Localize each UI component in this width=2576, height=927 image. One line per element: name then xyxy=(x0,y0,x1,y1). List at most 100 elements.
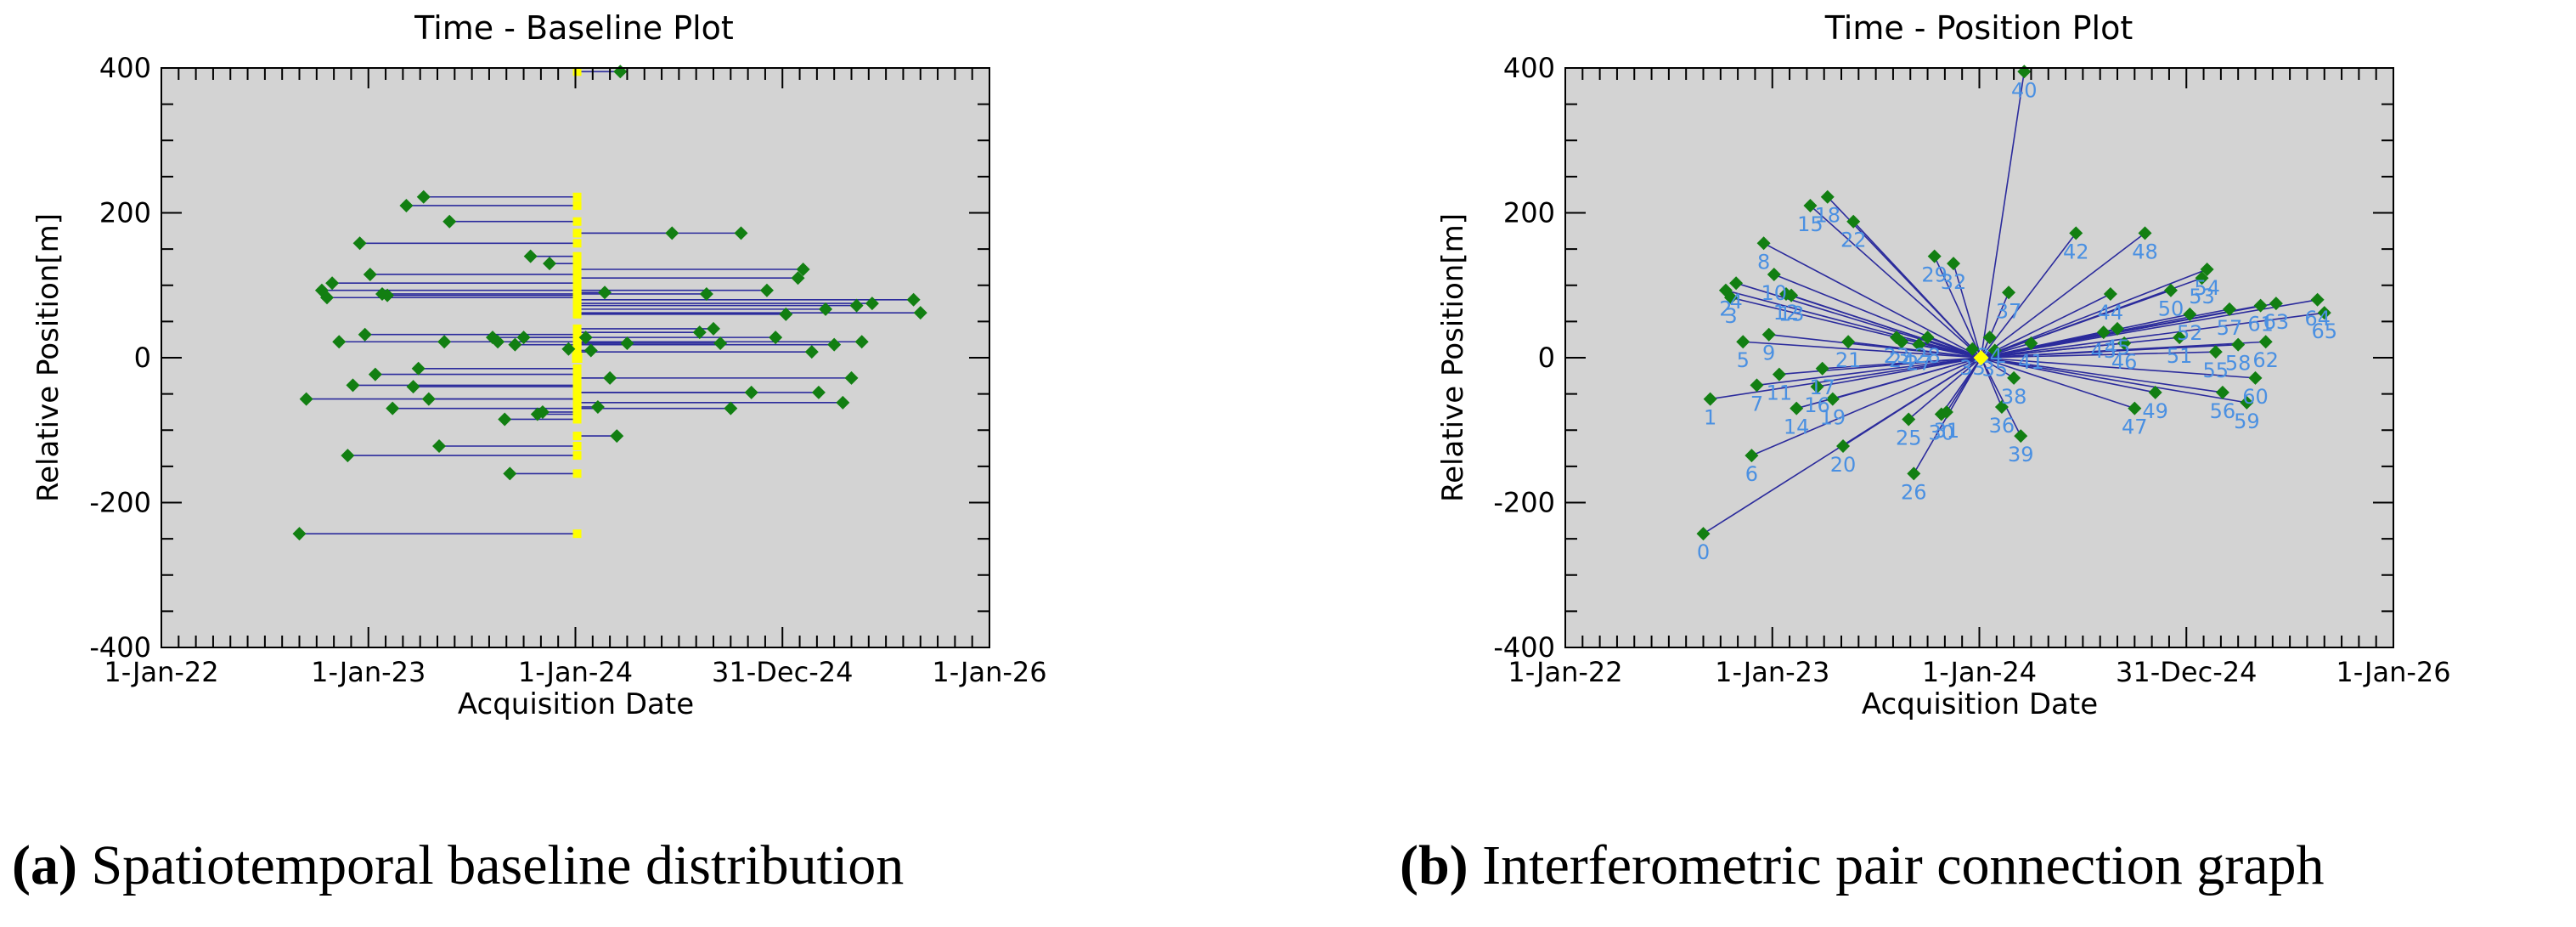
b-x-tick-label: 1-Jan-22 xyxy=(1508,656,1622,688)
data-point-b-15 xyxy=(1803,198,1818,212)
point-label-65: 65 xyxy=(2311,319,2337,343)
pair-line-2 xyxy=(1725,289,1981,359)
data-point-a-14 xyxy=(386,401,400,415)
point-label-27: 27 xyxy=(1906,352,1932,376)
data-point-a-16 xyxy=(406,380,420,394)
point-label-48: 48 xyxy=(2132,240,2158,263)
point-label-3: 3 xyxy=(1724,304,1737,328)
reference-marker-18 xyxy=(572,192,582,201)
b-x-tick-label: 1-Jan-26 xyxy=(2336,656,2450,688)
pair-line-44 xyxy=(1981,293,2111,359)
data-point-b-13 xyxy=(1784,288,1799,302)
reference-marker-65 xyxy=(572,308,582,318)
reference-marker-55 xyxy=(572,348,582,357)
data-point-b-3 xyxy=(1724,291,1738,305)
data-point-a-33 xyxy=(561,342,576,356)
data-point-a-6 xyxy=(341,449,355,463)
point-label-21: 21 xyxy=(1835,348,1862,372)
panel-a-reference-points xyxy=(572,67,583,539)
pair-line-5 xyxy=(1743,341,1981,359)
data-point-b-28 xyxy=(1920,331,1935,345)
data-point-b-52 xyxy=(2183,307,2197,321)
data-point-b-41 xyxy=(2024,336,2038,350)
point-label-5: 5 xyxy=(1737,348,1750,372)
data-point-a-15 xyxy=(399,198,414,212)
reference-marker-62 xyxy=(572,337,582,347)
data-point-a-0 xyxy=(292,527,307,541)
point-label-43: 43 xyxy=(2090,339,2117,363)
reference-marker-45 xyxy=(572,324,582,333)
data-point-a-28 xyxy=(516,331,531,345)
pair-line-51 xyxy=(1981,336,2180,359)
point-label-62: 62 xyxy=(2252,348,2279,372)
point-label-12: 12 xyxy=(1773,301,1800,325)
point-label-1: 1 xyxy=(1704,406,1716,430)
reference-acquisition-a xyxy=(572,353,583,363)
data-point-a-5 xyxy=(332,335,347,349)
point-label-59: 59 xyxy=(2234,410,2260,433)
data-point-b-11 xyxy=(1772,367,1786,382)
reference-marker-0 xyxy=(572,529,582,539)
point-label-31: 31 xyxy=(1934,419,1960,443)
pair-line-59 xyxy=(1981,357,2247,404)
data-point-b-1 xyxy=(1703,392,1717,406)
panel-a-points xyxy=(292,65,927,541)
point-label-19: 19 xyxy=(1820,406,1846,430)
point-label-22: 22 xyxy=(1840,229,1867,252)
data-point-b-50 xyxy=(2163,283,2178,297)
data-point-a-45 xyxy=(707,321,720,336)
data-point-b-27 xyxy=(1912,337,1926,352)
a-x-tick-label: 31-Dec-24 xyxy=(712,656,853,688)
point-label-40: 40 xyxy=(2011,78,2038,102)
data-point-a-36 xyxy=(590,399,605,414)
pair-line-49 xyxy=(1981,357,2156,393)
data-point-a-13 xyxy=(380,288,395,302)
point-label-23: 23 xyxy=(1884,344,1910,368)
data-point-b-46 xyxy=(2117,336,2132,350)
data-point-b-25 xyxy=(1902,412,1916,427)
data-point-b-8 xyxy=(1756,236,1771,251)
data-point-b-24 xyxy=(1895,335,1909,349)
data-point-a-31 xyxy=(535,404,550,419)
data-point-b-51 xyxy=(2173,331,2187,345)
reference-marker-6 xyxy=(572,451,582,461)
b-y-tick-label: 200 xyxy=(1503,197,1555,229)
reference-acquisition-b xyxy=(1973,350,1989,365)
data-point-b-59 xyxy=(2240,395,2254,410)
pair-line-42 xyxy=(1980,232,2077,359)
data-point-b-17 xyxy=(1815,361,1829,376)
pair-line-32 xyxy=(1953,263,1982,359)
data-point-b-35 xyxy=(1987,343,2002,358)
pair-line-29 xyxy=(1933,256,1982,359)
data-point-a-38 xyxy=(603,370,617,385)
data-point-b-34 xyxy=(1982,331,1997,345)
a-x-tick-label: 1-Jan-26 xyxy=(932,656,1046,688)
point-label-47: 47 xyxy=(2122,415,2148,439)
data-point-b-43 xyxy=(2096,325,2111,340)
data-point-a-4 xyxy=(325,276,340,291)
data-point-b-29 xyxy=(1927,249,1942,263)
data-point-a-8 xyxy=(352,236,367,251)
data-point-b-65 xyxy=(2317,306,2331,320)
data-point-a-41 xyxy=(620,336,634,350)
point-label-63: 63 xyxy=(2263,310,2290,334)
point-label-36: 36 xyxy=(1989,414,2015,438)
data-point-a-58 xyxy=(827,337,842,352)
pair-line-8 xyxy=(1763,242,1981,359)
point-label-46: 46 xyxy=(2111,350,2138,374)
point-label-51: 51 xyxy=(2167,344,2193,368)
pair-line-31 xyxy=(1946,357,1982,413)
point-label-0: 0 xyxy=(1697,540,1710,564)
pair-line-38 xyxy=(1981,357,2015,379)
point-label-16: 16 xyxy=(1804,393,1830,417)
caption-b-text: Interferometric pair connection graph xyxy=(1468,834,2325,896)
pair-line-16 xyxy=(1817,357,1981,387)
pair-line-19 xyxy=(1832,357,1981,400)
reference-marker-59 xyxy=(572,398,582,407)
point-label-13: 13 xyxy=(1778,302,1805,326)
pair-line-25 xyxy=(1908,357,1982,421)
data-point-a-52 xyxy=(779,307,793,321)
reference-marker-25 xyxy=(572,415,582,424)
a-x-tick-label: 1-Jan-24 xyxy=(518,656,633,688)
data-point-b-39 xyxy=(2014,429,2028,444)
